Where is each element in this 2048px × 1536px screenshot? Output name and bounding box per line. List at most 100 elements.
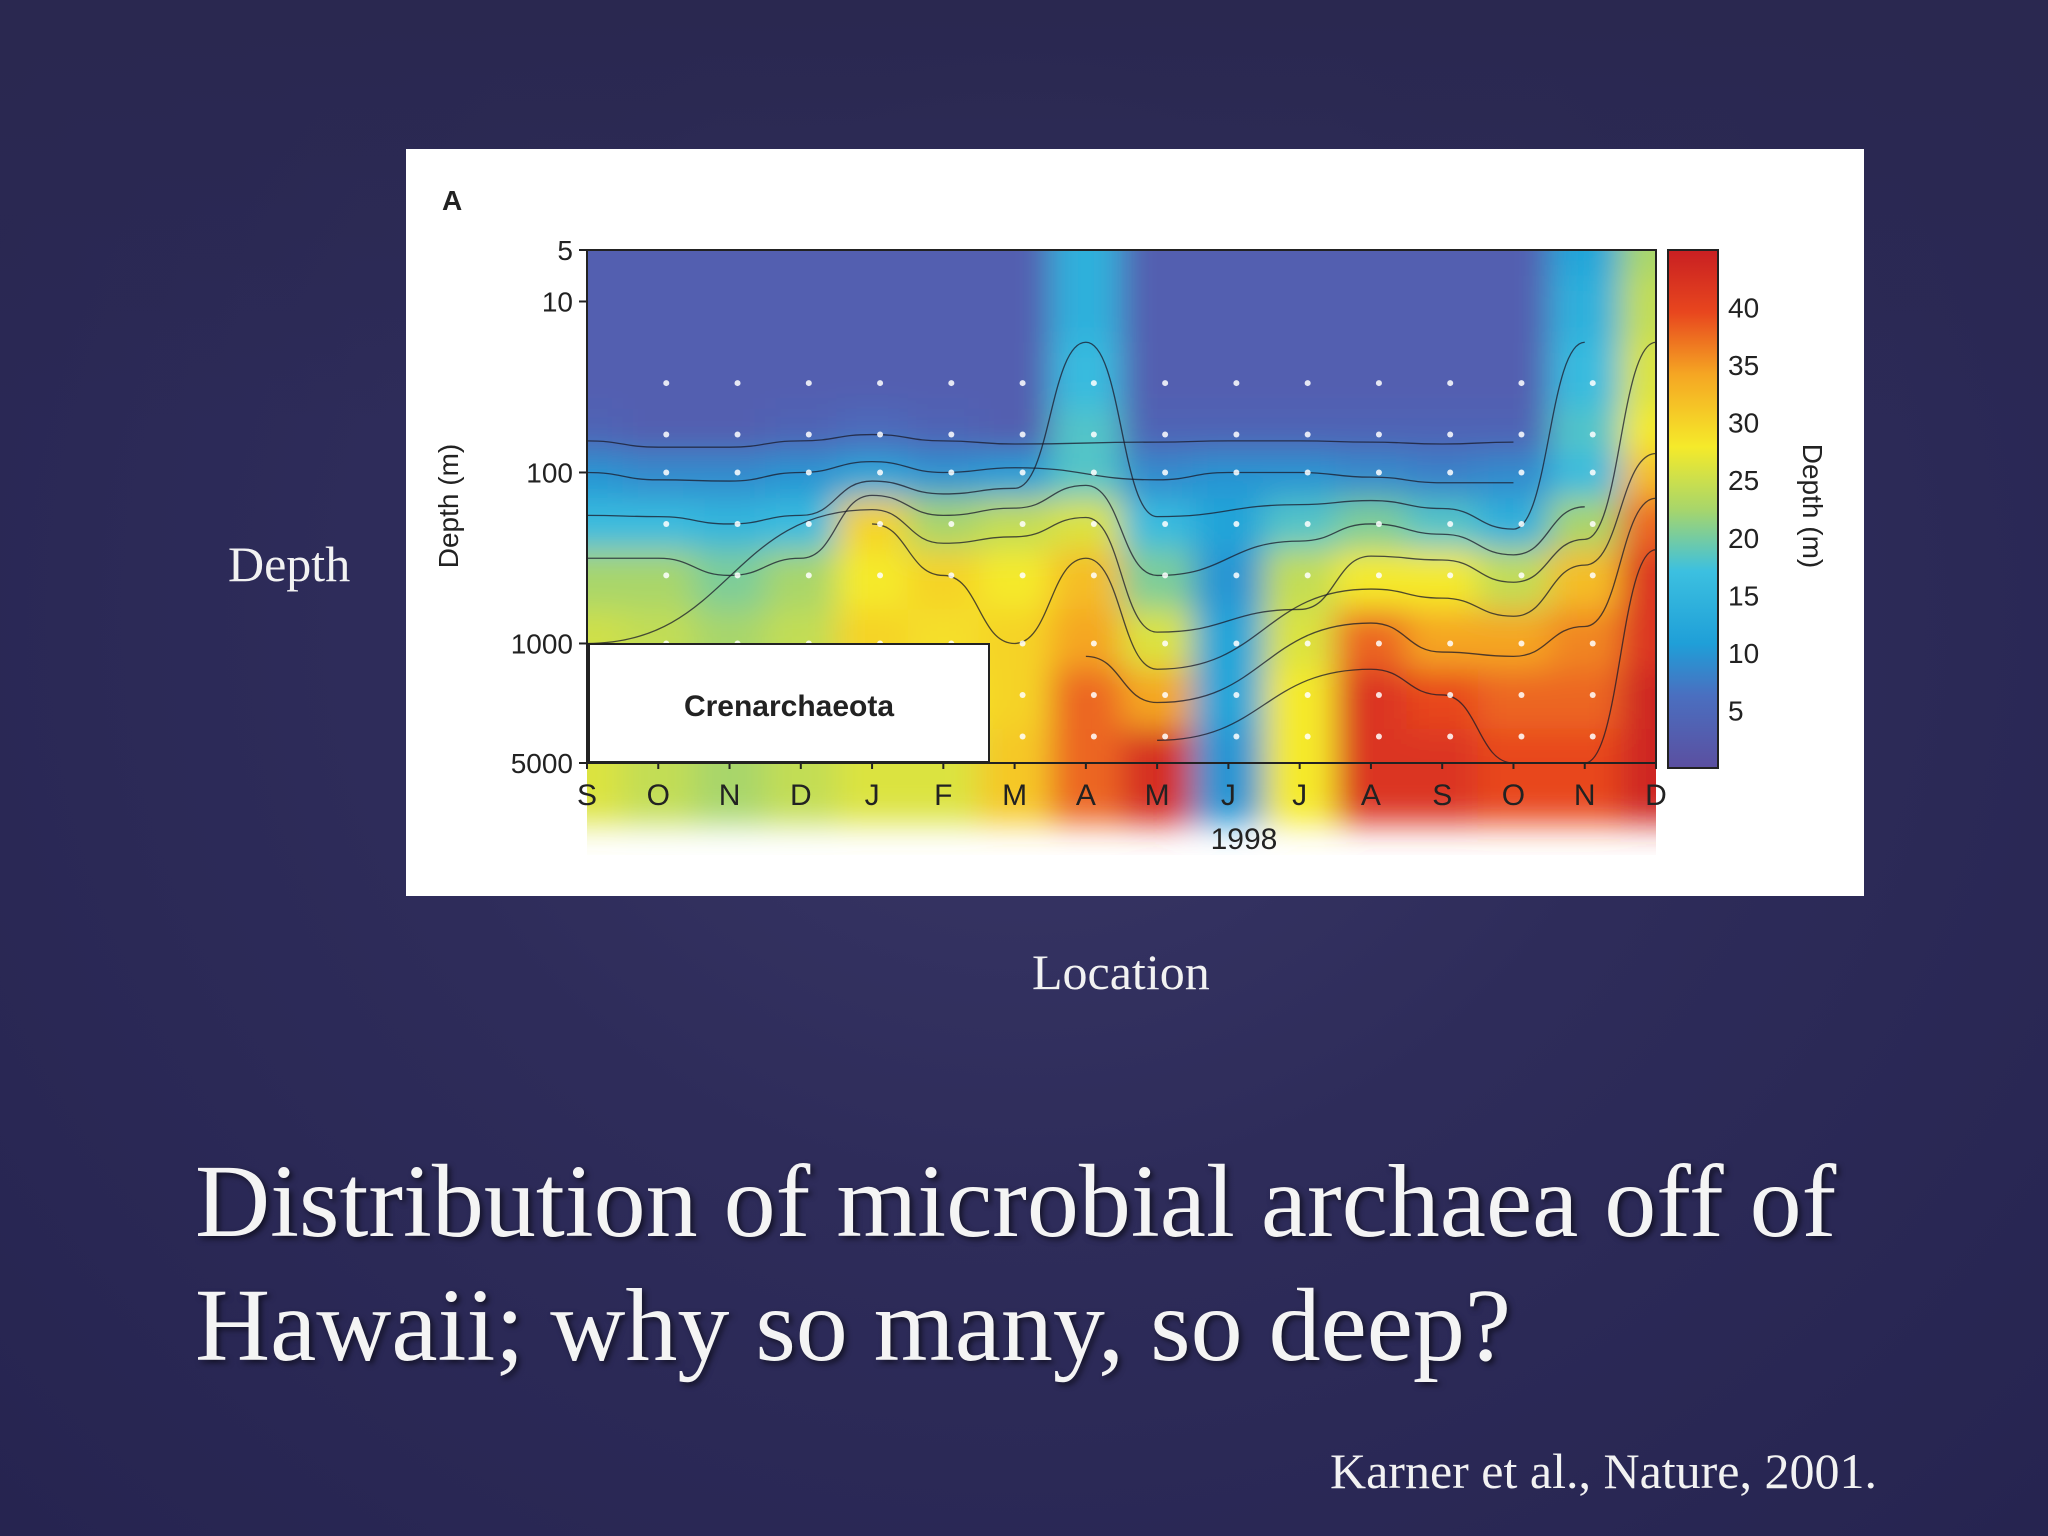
- sample-dot: [734, 469, 741, 476]
- heat-cell: [622, 342, 695, 410]
- y-tick-label: 1000: [511, 628, 573, 659]
- x-tick-label: S: [1432, 779, 1452, 812]
- citation: Karner et al., Nature, 2001.: [1330, 1443, 1877, 1499]
- heat-cell: [765, 549, 838, 611]
- plot-frame: [586, 249, 1657, 764]
- sample-dot: [1162, 691, 1169, 698]
- heat-cell: [1477, 728, 1551, 824]
- heat-cell: [1192, 669, 1266, 730]
- colorbar-tick-label: 35: [1728, 350, 1759, 381]
- slide-title: Distribution of microbial archaea off of…: [195, 1144, 1837, 1383]
- sample-dot: [1019, 640, 1026, 647]
- sample-dot: [948, 572, 955, 579]
- heat-cell: [1406, 250, 1479, 277]
- heat-cell: [1121, 275, 1194, 344]
- heat-cell: [1192, 549, 1266, 611]
- heat-cell: [1620, 250, 1656, 277]
- heat-cell: [978, 453, 1052, 500]
- heat-cell: [836, 453, 909, 500]
- heat-cell: [622, 250, 695, 277]
- sample-dot: [1518, 469, 1525, 476]
- heat-cell: [836, 549, 909, 611]
- contour-chart: A Crenarchaeota 5 10 100 1000 5000 S O N D J F M A M…: [433, 185, 1828, 856]
- contour-line: [587, 484, 1585, 577]
- y-tick-label: 10: [542, 286, 573, 317]
- heat-cell: [978, 250, 1052, 277]
- colorbar: [1667, 249, 1719, 769]
- heat-cell: [1050, 408, 1123, 455]
- heat-cell: [1121, 342, 1194, 410]
- contour-line: [587, 433, 1514, 448]
- sample-dot: [1447, 691, 1454, 698]
- sample-dot: [1162, 431, 1169, 438]
- heat-cell: [765, 408, 838, 455]
- heat-cell: [587, 498, 624, 551]
- sample-dot: [1019, 733, 1026, 740]
- sample-dot: [1233, 691, 1240, 698]
- heat-cell: [1192, 250, 1266, 277]
- sample-dot: [805, 469, 812, 476]
- heat-cell: [587, 342, 624, 410]
- heat-cell: [1335, 669, 1408, 730]
- sample-dot: [1162, 380, 1169, 387]
- sample-dot: [948, 469, 955, 476]
- sample-dot: [1375, 572, 1382, 579]
- heat-cell: [693, 549, 767, 611]
- x-tick-label: J: [865, 779, 880, 812]
- heat-cell: [1477, 669, 1551, 730]
- heat-cell: [693, 250, 767, 277]
- sample-dot: [1162, 520, 1169, 527]
- sample-dot: [1589, 520, 1596, 527]
- sample-dot: [1447, 733, 1454, 740]
- x-tick-label: J: [1221, 779, 1236, 812]
- contour-line: [1157, 549, 1656, 764]
- y-axis-label: Depth (m): [433, 444, 464, 568]
- heat-cell: [1264, 669, 1337, 730]
- heat-cell: [1192, 408, 1266, 455]
- sample-dot: [1589, 691, 1596, 698]
- sample-dot: [1090, 431, 1097, 438]
- sample-dot: [1090, 640, 1097, 647]
- sample-dot: [663, 431, 670, 438]
- heat-cell: [1620, 728, 1656, 824]
- sample-dot: [1090, 572, 1097, 579]
- heat-cell: [1477, 609, 1551, 671]
- heat-cell: [1335, 250, 1408, 277]
- sample-dot: [877, 431, 884, 438]
- heat-cell: [1335, 275, 1408, 344]
- sample-dot: [948, 520, 955, 527]
- heat-cell: [1406, 669, 1479, 730]
- sample-dot: [1162, 469, 1169, 476]
- sample-dot: [1375, 469, 1382, 476]
- heat-cell: [1050, 549, 1123, 611]
- heatmap-layer: [587, 250, 1656, 824]
- sample-dot: [1518, 431, 1525, 438]
- heat-cell: [1121, 609, 1194, 671]
- heat-cell: [1264, 342, 1337, 410]
- x-tick-label: O: [647, 779, 670, 812]
- sample-dot: [1233, 520, 1240, 527]
- contour-line: [872, 452, 1656, 670]
- depth-annotation: Depth: [228, 536, 351, 592]
- colorbar-label: Depth (m): [1797, 444, 1828, 568]
- heat-cell: [622, 453, 695, 500]
- heat-cell: [1050, 609, 1123, 671]
- sample-dot: [1375, 691, 1382, 698]
- sample-dot: [1518, 380, 1525, 387]
- heat-cell: [1620, 275, 1656, 344]
- heat-cell: [907, 342, 980, 410]
- heat-cell: [1549, 609, 1622, 671]
- sample-dot: [1304, 431, 1311, 438]
- x-tick-label: O: [1502, 779, 1525, 812]
- sample-dot: [1304, 520, 1311, 527]
- sample-dot: [1518, 520, 1525, 527]
- heat-cell: [765, 453, 838, 500]
- contour-lines: [587, 341, 1656, 764]
- heat-cell: [1050, 342, 1123, 410]
- heat-cell: [1121, 549, 1194, 611]
- heat-cell: [1192, 275, 1266, 344]
- heat-cell: [1264, 275, 1337, 344]
- heat-cell: [1335, 549, 1408, 611]
- sample-dot: [1589, 431, 1596, 438]
